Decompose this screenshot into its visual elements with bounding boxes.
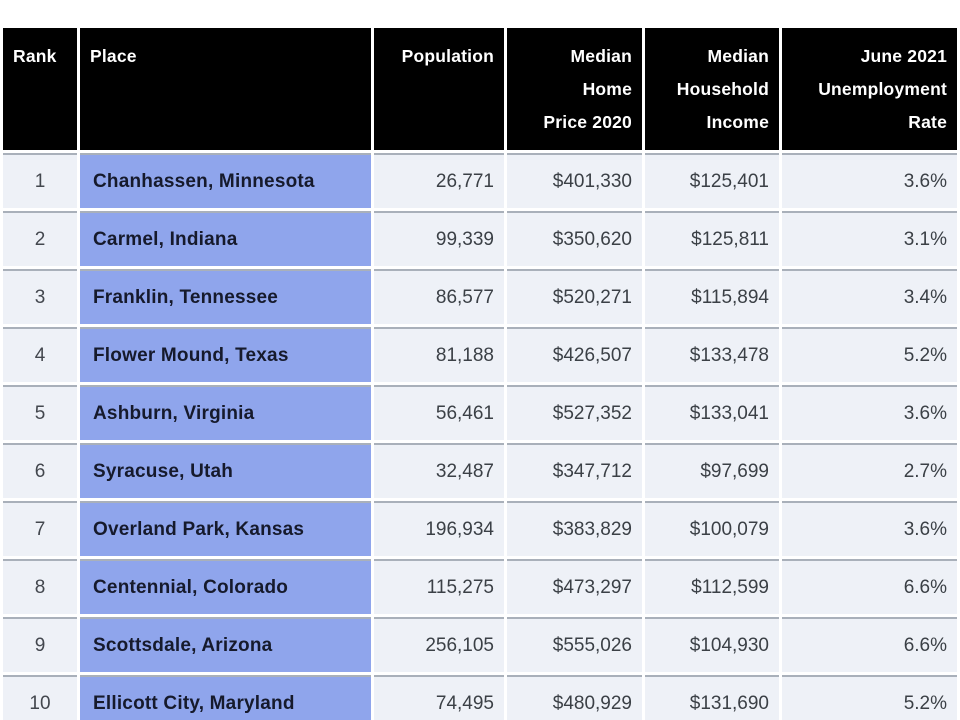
table-header: Rank Place Population Median Home Price … — [3, 28, 957, 150]
income-cell: $133,041 — [645, 385, 779, 440]
unemployment-cell: 3.6% — [782, 385, 957, 440]
unemployment-cell: 2.7% — [782, 443, 957, 498]
place-cell: Scottsdale, Arizona — [80, 617, 371, 672]
home-price-cell: $555,026 — [507, 617, 642, 672]
place-cell: Ashburn, Virginia — [80, 385, 371, 440]
population-cell: 26,771 — [374, 153, 504, 208]
rank-cell: 7 — [3, 501, 77, 556]
unemployment-cell: 3.1% — [782, 211, 957, 266]
population-cell: 32,487 — [374, 443, 504, 498]
place-cell: Chanhassen, Minnesota — [80, 153, 371, 208]
table-row: 8 Centennial, Colorado 115,275 $473,297 … — [3, 559, 957, 614]
column-header-home-price: Median Home Price 2020 — [507, 28, 642, 150]
header-row: Rank Place Population Median Home Price … — [3, 28, 957, 150]
table-row: 6 Syracuse, Utah 32,487 $347,712 $97,699… — [3, 443, 957, 498]
place-cell: Flower Mound, Texas — [80, 327, 371, 382]
unemployment-cell: 6.6% — [782, 617, 957, 672]
unemployment-cell: 5.2% — [782, 675, 957, 720]
income-cell: $112,599 — [645, 559, 779, 614]
rank-cell: 5 — [3, 385, 77, 440]
home-price-cell: $350,620 — [507, 211, 642, 266]
table-row: 4 Flower Mound, Texas 81,188 $426,507 $1… — [3, 327, 957, 382]
place-cell: Overland Park, Kansas — [80, 501, 371, 556]
place-cell: Ellicott City, Maryland — [80, 675, 371, 720]
income-cell: $133,478 — [645, 327, 779, 382]
home-price-cell: $401,330 — [507, 153, 642, 208]
rank-cell: 6 — [3, 443, 77, 498]
table-row: 7 Overland Park, Kansas 196,934 $383,829… — [3, 501, 957, 556]
income-cell: $131,690 — [645, 675, 779, 720]
population-cell: 115,275 — [374, 559, 504, 614]
income-cell: $125,401 — [645, 153, 779, 208]
home-price-cell: $473,297 — [507, 559, 642, 614]
table-row: 2 Carmel, Indiana 99,339 $350,620 $125,8… — [3, 211, 957, 266]
rank-cell: 1 — [3, 153, 77, 208]
income-cell: $115,894 — [645, 269, 779, 324]
table-body: 1 Chanhassen, Minnesota 26,771 $401,330 … — [3, 153, 957, 720]
place-cell: Carmel, Indiana — [80, 211, 371, 266]
rank-cell: 3 — [3, 269, 77, 324]
place-cell: Syracuse, Utah — [80, 443, 371, 498]
rank-cell: 2 — [3, 211, 77, 266]
population-cell: 196,934 — [374, 501, 504, 556]
home-price-cell: $520,271 — [507, 269, 642, 324]
population-cell: 74,495 — [374, 675, 504, 720]
table-row: 3 Franklin, Tennessee 86,577 $520,271 $1… — [3, 269, 957, 324]
home-price-cell: $383,829 — [507, 501, 642, 556]
home-price-cell: $347,712 — [507, 443, 642, 498]
column-header-place: Place — [80, 28, 371, 150]
best-places-ranking-table: Rank Place Population Median Home Price … — [0, 25, 960, 720]
rank-cell: 4 — [3, 327, 77, 382]
population-cell: 81,188 — [374, 327, 504, 382]
table-row: 9 Scottsdale, Arizona 256,105 $555,026 $… — [3, 617, 957, 672]
income-cell: $100,079 — [645, 501, 779, 556]
income-cell: $125,811 — [645, 211, 779, 266]
home-price-cell: $480,929 — [507, 675, 642, 720]
unemployment-cell: 5.2% — [782, 327, 957, 382]
table-row: 1 Chanhassen, Minnesota 26,771 $401,330 … — [3, 153, 957, 208]
income-cell: $104,930 — [645, 617, 779, 672]
column-header-unemployment: June 2021 Unemployment Rate — [782, 28, 957, 150]
column-header-population: Population — [374, 28, 504, 150]
unemployment-cell: 3.4% — [782, 269, 957, 324]
rank-cell: 10 — [3, 675, 77, 720]
place-cell: Franklin, Tennessee — [80, 269, 371, 324]
table-row: 5 Ashburn, Virginia 56,461 $527,352 $133… — [3, 385, 957, 440]
home-price-cell: $426,507 — [507, 327, 642, 382]
table-row: 10 Ellicott City, Maryland 74,495 $480,9… — [3, 675, 957, 720]
rank-cell: 8 — [3, 559, 77, 614]
unemployment-cell: 6.6% — [782, 559, 957, 614]
population-cell: 99,339 — [374, 211, 504, 266]
population-cell: 86,577 — [374, 269, 504, 324]
column-header-rank: Rank — [3, 28, 77, 150]
unemployment-cell: 3.6% — [782, 501, 957, 556]
population-cell: 256,105 — [374, 617, 504, 672]
population-cell: 56,461 — [374, 385, 504, 440]
home-price-cell: $527,352 — [507, 385, 642, 440]
income-cell: $97,699 — [645, 443, 779, 498]
unemployment-cell: 3.6% — [782, 153, 957, 208]
rank-cell: 9 — [3, 617, 77, 672]
column-header-income: Median Household Income — [645, 28, 779, 150]
place-cell: Centennial, Colorado — [80, 559, 371, 614]
